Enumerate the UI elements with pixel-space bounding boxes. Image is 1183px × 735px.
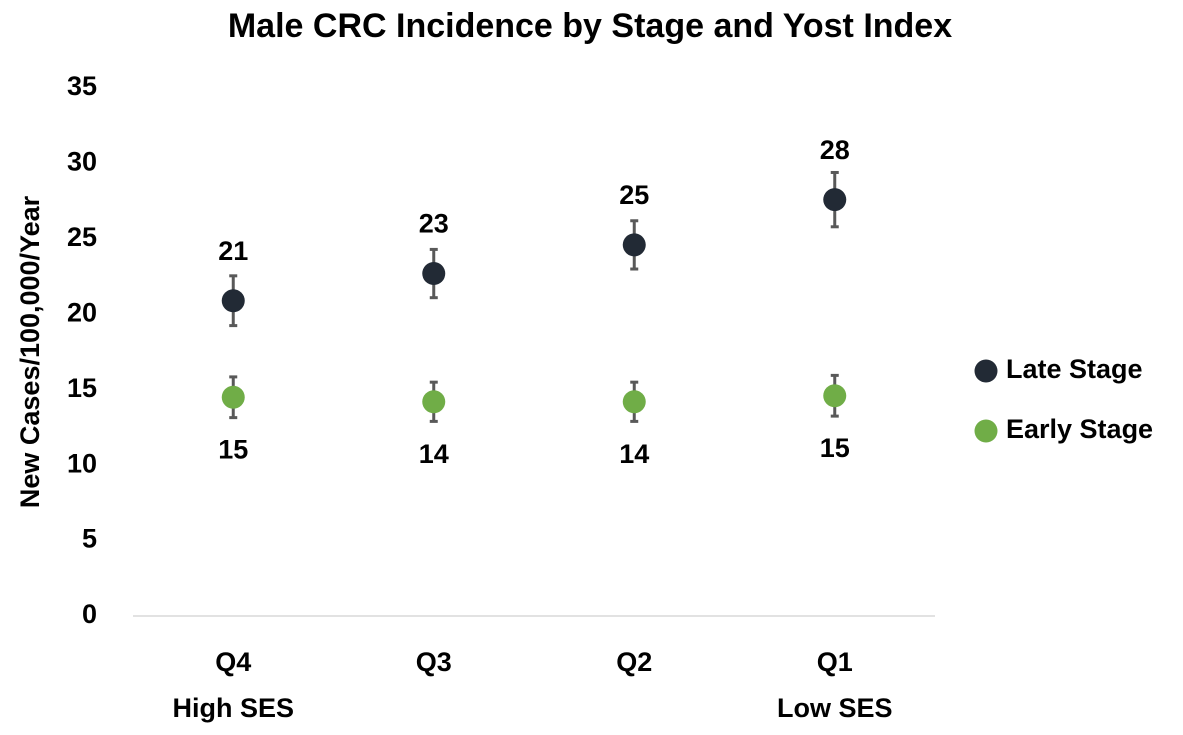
chart-title: Male CRC Incidence by Stage and Yost Ind… (228, 7, 952, 45)
y-axis-title: New Cases/100,000/Year (15, 195, 45, 508)
point (823, 384, 847, 408)
point (622, 233, 646, 257)
legend-marker (974, 419, 998, 443)
point (823, 188, 847, 212)
y-tick-label: 5 (82, 524, 97, 554)
point (622, 390, 646, 414)
y-tick-label: 10 (67, 448, 97, 478)
data-label: 15 (218, 434, 248, 464)
y-tick-label: 35 (67, 71, 97, 101)
y-tick-label: 20 (67, 297, 97, 327)
x-tick-label: Q4 High SES (172, 647, 294, 723)
y-tick-label: 30 (67, 147, 97, 177)
data-label: 14 (419, 439, 449, 469)
data-label: 14 (619, 439, 649, 469)
point (221, 289, 245, 313)
y-tick-label: 0 (82, 599, 97, 629)
data-label: 15 (820, 433, 850, 463)
x-tick-label: Q2 (616, 647, 652, 677)
point (422, 262, 446, 286)
point (221, 385, 245, 409)
data-label: 28 (820, 135, 850, 165)
y-tick-label: 25 (67, 222, 97, 252)
x-tick-label: Q3 (416, 647, 452, 677)
y-tick-label: 15 (67, 373, 97, 403)
legend-marker (974, 359, 998, 383)
x-tick-label: Q1 Low SES (777, 647, 893, 723)
point (422, 390, 446, 414)
legend-label: Late Stage (1006, 354, 1143, 384)
data-label: 21 (218, 236, 248, 266)
data-label: 25 (619, 180, 649, 210)
data-label: 23 (419, 209, 449, 239)
legend-label: Early Stage (1006, 414, 1153, 444)
